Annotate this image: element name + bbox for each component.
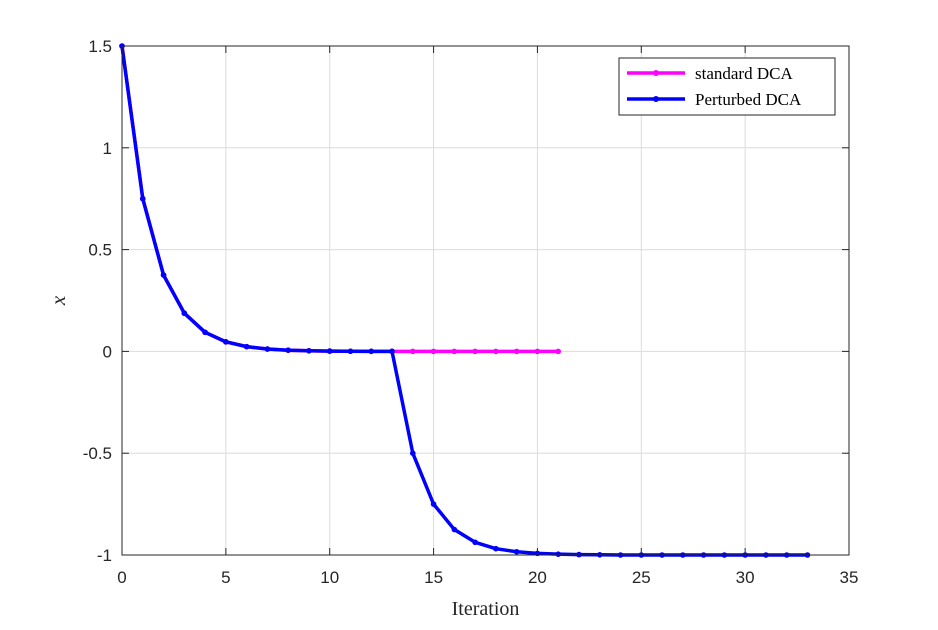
legend: standard DCA Perturbed DCA (618, 57, 836, 116)
data-point-perturbed-dca (410, 450, 416, 457)
data-point-perturbed-dca (472, 539, 478, 546)
y-tick-label: -1 (97, 546, 112, 565)
data-point-standard-dca (493, 348, 499, 355)
x-tick-label: 25 (632, 568, 651, 587)
y-tick-label: 1 (103, 139, 112, 158)
x-tick-label: 0 (117, 568, 126, 587)
data-point-standard-dca (534, 348, 541, 355)
legend-marker-perturbed-dca (653, 96, 659, 102)
data-point-perturbed-dca (326, 348, 333, 354)
y-axis-label: x (46, 295, 70, 306)
data-point-standard-dca (410, 348, 416, 355)
data-point-perturbed-dca (181, 310, 188, 317)
data-point-perturbed-dca (243, 343, 250, 350)
data-point-perturbed-dca (555, 551, 561, 557)
data-point-standard-dca (451, 348, 458, 355)
data-point-standard-dca (430, 348, 437, 355)
y-tick-label: -0.5 (83, 444, 112, 463)
x-tick-label: 10 (320, 568, 339, 587)
data-point-standard-dca (555, 348, 561, 355)
legend-entry-perturbed-dca: Perturbed DCA (627, 90, 802, 109)
data-point-standard-dca (472, 348, 478, 355)
y-tick-label: 0.5 (88, 241, 112, 260)
x-tick-label: 5 (221, 568, 230, 587)
data-point-perturbed-dca (306, 348, 312, 354)
data-point-perturbed-dca (285, 347, 291, 353)
x-tick-label: 35 (840, 568, 859, 587)
data-point-perturbed-dca (493, 545, 499, 552)
x-tick-label: 20 (528, 568, 547, 587)
data-point-perturbed-dca (430, 501, 437, 507)
y-tick-label: 1.5 (88, 37, 112, 56)
series-line-perturbed-dca (120, 45, 808, 557)
y-tick-label: 0 (103, 342, 112, 361)
data-point-perturbed-dca (389, 348, 395, 355)
grid (121, 45, 850, 556)
legend-entry-standard-dca: standard DCA (627, 64, 793, 83)
data-point-perturbed-dca (347, 348, 354, 355)
series-perturbed-dca (119, 43, 811, 558)
axis-ticks: 0 5 10 15 20 25 30 35 -1 -0.5 0 0.5 1 1.5 (83, 37, 859, 587)
data-point-perturbed-dca (513, 548, 520, 555)
data-point-perturbed-dca (223, 339, 229, 345)
legend-box (618, 57, 836, 116)
data-point-perturbed-dca (160, 272, 167, 278)
data-point-perturbed-dca (202, 329, 208, 336)
legend-label-standard-dca: standard DCA (695, 64, 793, 83)
series-standard-dca (119, 43, 561, 355)
series-line-standard-dca (120, 45, 559, 354)
data-point-perturbed-dca (139, 195, 146, 202)
data-point-perturbed-dca (368, 348, 375, 355)
data-point-perturbed-dca (264, 346, 271, 352)
data-point-perturbed-dca (451, 526, 458, 533)
x-tick-label: 15 (424, 568, 443, 587)
x-tick-label: 30 (736, 568, 755, 587)
x-axis-label: Iteration (452, 598, 520, 620)
data-point-standard-dca (513, 348, 520, 355)
plot-frame (121, 45, 850, 556)
legend-marker-standard-dca (653, 70, 659, 76)
plot-series (119, 43, 811, 558)
legend-label-perturbed-dca: Perturbed DCA (695, 90, 802, 109)
